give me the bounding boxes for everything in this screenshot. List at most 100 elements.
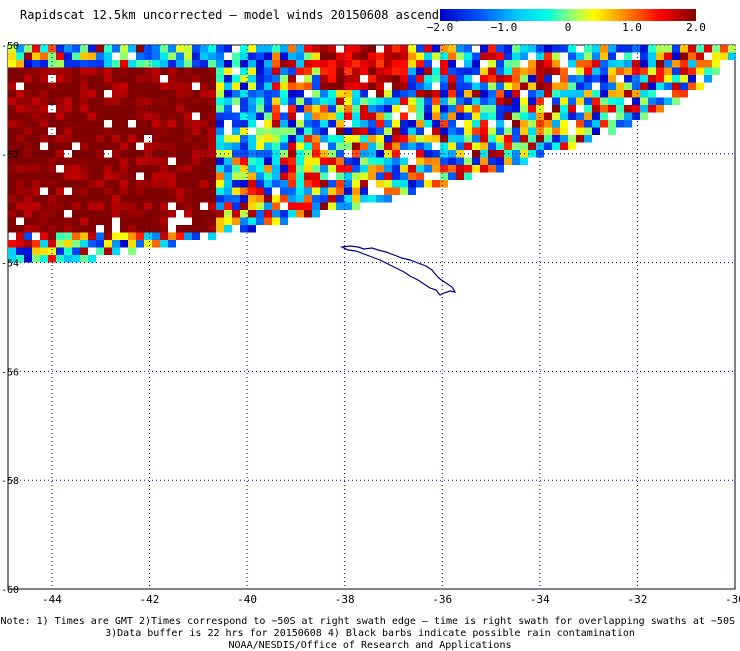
wind-cell	[200, 180, 208, 188]
wind-cell	[312, 67, 320, 75]
wind-cell	[456, 135, 464, 143]
wind-cell	[120, 120, 128, 128]
wind-cell	[112, 75, 120, 83]
wind-cell	[304, 187, 312, 195]
wind-cell	[248, 172, 256, 180]
wind-cell	[424, 120, 432, 128]
wind-cell	[104, 105, 112, 113]
wind-cell	[104, 127, 112, 135]
wind-cell	[304, 120, 312, 128]
wind-cell	[472, 142, 480, 150]
wind-cell	[136, 120, 144, 128]
wind-cell	[536, 60, 544, 68]
wind-cell	[344, 157, 352, 165]
wind-cell	[392, 180, 400, 188]
wind-cell	[16, 157, 24, 165]
wind-cell	[648, 45, 656, 53]
wind-cell	[208, 172, 216, 180]
wind-cell	[264, 217, 272, 225]
wind-cell	[104, 75, 112, 83]
wind-cell	[128, 142, 136, 150]
wind-cell	[312, 97, 320, 105]
wind-cell	[592, 90, 600, 98]
wind-cell	[144, 232, 152, 240]
wind-cell	[24, 67, 32, 75]
wind-cell	[120, 157, 128, 165]
wind-cell	[104, 82, 112, 90]
wind-cell	[112, 142, 120, 150]
wind-cell	[312, 90, 320, 98]
wind-cell	[584, 105, 592, 113]
wind-cell	[408, 127, 416, 135]
wind-cell	[240, 60, 248, 68]
wind-cell	[48, 135, 56, 143]
wind-cell	[584, 82, 592, 90]
wind-cell	[16, 120, 24, 128]
wind-cell	[488, 142, 496, 150]
wind-cell	[440, 112, 448, 120]
wind-cell	[160, 157, 168, 165]
wind-cell	[112, 105, 120, 113]
wind-cell	[136, 135, 144, 143]
wind-cell	[48, 45, 56, 53]
wind-cell	[280, 142, 288, 150]
wind-cell	[336, 105, 344, 113]
x-tick-label: -34	[530, 593, 550, 606]
wind-cell	[512, 52, 520, 60]
wind-cell	[40, 202, 48, 210]
wind-cell	[488, 127, 496, 135]
wind-cell	[440, 127, 448, 135]
wind-cell	[40, 52, 48, 60]
wind-cell	[56, 217, 64, 225]
wind-cell	[32, 187, 40, 195]
wind-cell	[256, 67, 264, 75]
wind-cell	[200, 157, 208, 165]
wind-cell	[296, 60, 304, 68]
wind-cell	[136, 60, 144, 68]
wind-cell	[136, 82, 144, 90]
wind-cell	[480, 120, 488, 128]
wind-cell	[544, 52, 552, 60]
wind-cell	[432, 120, 440, 128]
wind-cell	[152, 172, 160, 180]
wind-cell	[32, 172, 40, 180]
wind-cell	[304, 157, 312, 165]
wind-cell	[616, 67, 624, 75]
wind-cell	[416, 97, 424, 105]
wind-cell	[160, 195, 168, 203]
wind-cell	[352, 60, 360, 68]
wind-cell	[128, 60, 136, 68]
wind-cell	[224, 90, 232, 98]
wind-cell	[8, 217, 16, 225]
wind-cell	[440, 172, 448, 180]
wind-cell	[512, 120, 520, 128]
wind-cell	[416, 67, 424, 75]
wind-cell	[104, 60, 112, 68]
wind-cell	[528, 127, 536, 135]
wind-cell	[608, 52, 616, 60]
wind-cell	[256, 82, 264, 90]
wind-cell	[160, 240, 168, 248]
wind-cell	[200, 120, 208, 128]
wind-cell	[88, 210, 96, 218]
wind-cell	[464, 112, 472, 120]
wind-cell	[152, 210, 160, 218]
wind-cell	[16, 142, 24, 150]
wind-cell	[248, 165, 256, 173]
wind-cell	[80, 45, 88, 53]
colorbar-tick: −2.0	[426, 21, 454, 34]
wind-cell	[208, 195, 216, 203]
wind-cell	[48, 180, 56, 188]
wind-cell	[448, 97, 456, 105]
wind-cell	[72, 232, 80, 240]
wind-cell	[40, 217, 48, 225]
wind-cell	[272, 45, 280, 53]
wind-cell	[560, 127, 568, 135]
wind-cell	[280, 180, 288, 188]
wind-cell	[488, 90, 496, 98]
wind-cell	[176, 60, 184, 68]
wind-cell	[472, 82, 480, 90]
wind-cell	[312, 142, 320, 150]
wind-cell	[48, 52, 56, 60]
